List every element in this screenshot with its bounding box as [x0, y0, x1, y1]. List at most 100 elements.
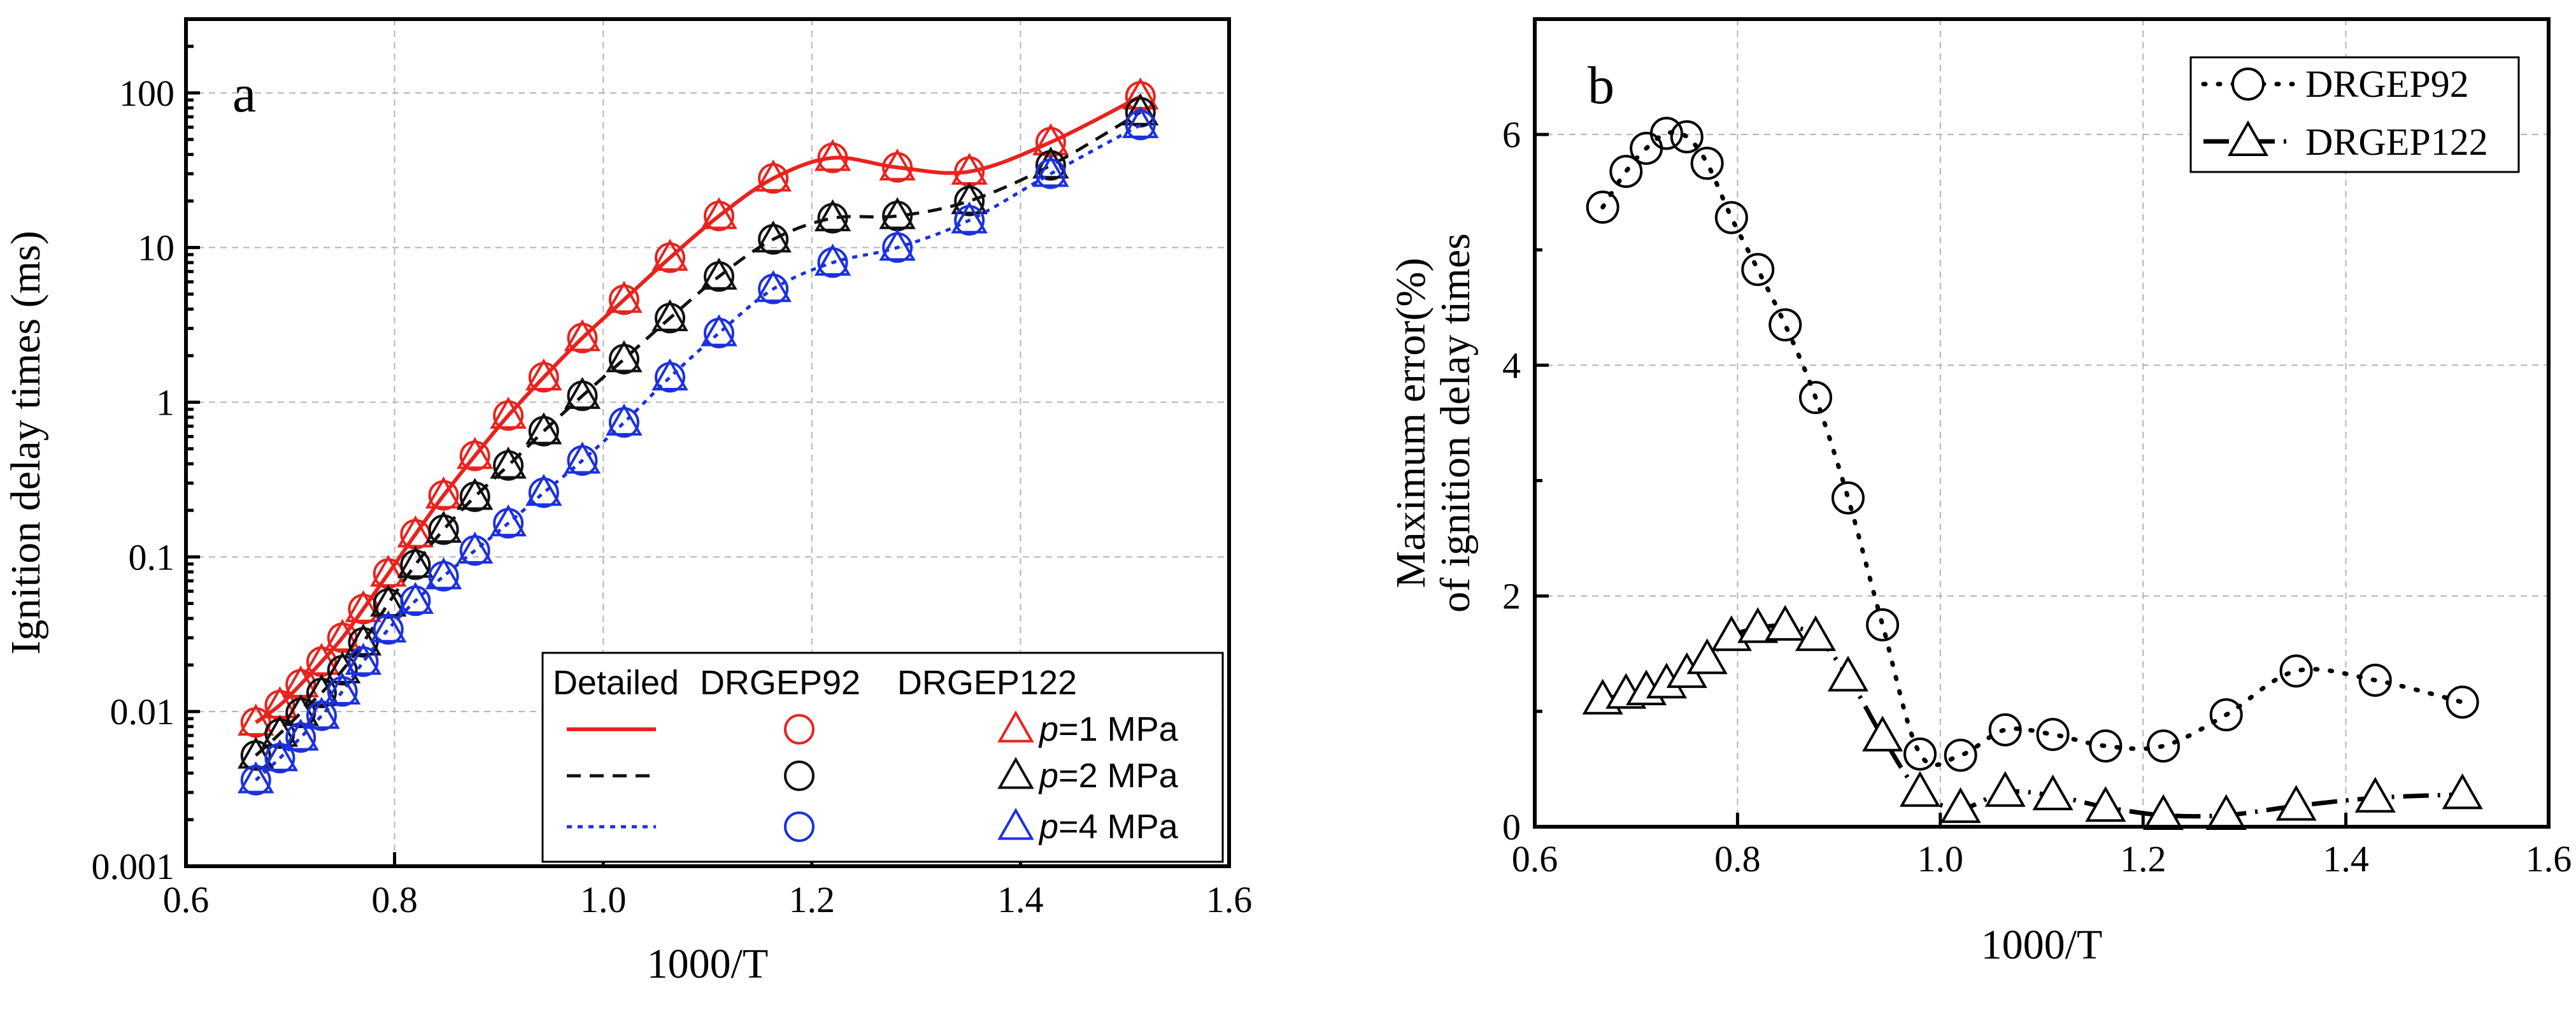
b-drgep92-marker [2279, 654, 2313, 688]
a-drgep122-marker [345, 590, 382, 622]
a-x-tick-label: 1.6 [1206, 879, 1253, 920]
a-legend-p-symbol: p [1038, 710, 1058, 748]
b-drgep122-marker [1940, 787, 1981, 824]
a-legend-col-header: DRGEP122 [897, 664, 1077, 702]
b-drgep92-marker [1586, 190, 1619, 224]
a-drgep122-marker [701, 314, 737, 346]
a-detailed-line-2 [255, 111, 1142, 757]
a-drgep122-marker [814, 243, 851, 276]
a-drgep122-marker [951, 201, 988, 234]
a-legend-circle-sample [784, 811, 815, 842]
b-legend: DRGEP92 DRGEP122 [2189, 56, 2520, 173]
a-x-tick-label: 0.6 [163, 879, 210, 920]
b-x-tick-label: 0.8 [1714, 838, 1761, 880]
b-drgep92-marker [2445, 685, 2479, 719]
b-plot-frame [1533, 17, 2551, 829]
a-drgep122-marker [814, 139, 851, 171]
a-drgep122-marker [606, 340, 643, 373]
a-drgep122-marker [525, 473, 562, 506]
a-legend-col-header: DRGEP92 [700, 664, 860, 702]
a-drgep122-marker [324, 672, 361, 705]
a-drgep122-marker [525, 412, 562, 445]
b-x-tick-label: 0.6 [1512, 838, 1558, 880]
a-drgep122-marker [456, 531, 494, 564]
a-legend-triangle-sample [997, 808, 1034, 840]
a-legend-pressure-label: p=2 MPa [1038, 757, 1179, 795]
b-drgep122-marker [2085, 786, 2126, 822]
b-y-axis-label-line1: Maximum error(%) [1388, 258, 1434, 589]
a-y-axis-label: Ignition delay times (ms) [3, 231, 49, 654]
b-drgep122-marker [1899, 771, 1941, 807]
b-x-tick-label: 1.6 [2526, 838, 2572, 880]
b-drgep122-marker [1737, 607, 1779, 643]
b-drgep92-marker [1768, 308, 1802, 342]
a-drgep122-marker [425, 557, 462, 590]
b-y-tick-label: 2 [1502, 576, 1521, 617]
a-drgep122-marker [490, 446, 527, 479]
b-drgep122-marker [2032, 775, 2074, 811]
b-drgep122-marker [2354, 776, 2396, 813]
b-legend-label: DRGEP122 [2305, 121, 2488, 163]
b-drgep92-marker [2036, 718, 2070, 752]
a-drgep122-marker [345, 643, 382, 675]
panel-a-chart: 0.6 0.8 1.0 1.2 1.4 1.6 0.001 0.01 0.1 1 10 100 1000… [3, 17, 1253, 987]
a-panel-letter: a [232, 64, 256, 124]
a-legend-pressure-value: =4 MPa [1058, 808, 1179, 846]
b-drgep92-marker [1609, 155, 1643, 189]
a-legend-circle-sample [784, 760, 815, 791]
a-drgep122-marker [425, 476, 462, 509]
a-drgep122-marker [879, 197, 916, 229]
b-drgep122-marker [2442, 773, 2483, 810]
a-drgep122-marker [456, 478, 494, 510]
b-legend-circle-sample [2231, 68, 2265, 101]
b-drgep122-marker [1984, 771, 2026, 807]
a-drgep122-marker [370, 610, 407, 643]
a-drgep122-marker [456, 437, 494, 469]
a-drgep122-marker [261, 739, 299, 771]
a-x-tick-label: 0.8 [371, 879, 418, 920]
a-drgep122-marker [701, 257, 737, 290]
b-drgep92-marker [1714, 201, 1748, 234]
a-drgep122-marker [651, 238, 688, 271]
a-drgep122-marker [564, 376, 601, 410]
a-drgep122-marker [525, 358, 562, 390]
b-x-tick-label: 1.0 [1918, 838, 1964, 880]
b-legend-label: DRGEP92 [2305, 63, 2469, 105]
b-drgep92-marker [1866, 608, 1900, 641]
a-drgep122-marker [490, 396, 527, 429]
b-drgep92-marker [1670, 120, 1704, 154]
b-drgep92-marker [2089, 729, 2123, 763]
b-drgep92-marker [1690, 146, 1724, 180]
b-drgep92-marker [1798, 381, 1832, 415]
a-drgep122-marker [282, 718, 319, 751]
b-drgep92-marker [1903, 737, 1937, 771]
b-y-tick-label: 0 [1502, 806, 1521, 848]
a-x-tick-label: 1.4 [997, 879, 1044, 920]
a-y-tick-label: 1 [156, 382, 174, 424]
b-drgep122-marker [1862, 715, 1904, 752]
a-drgep122-marker [606, 403, 643, 436]
b-drgep122-marker [1795, 615, 1837, 652]
a-legend-triangle-sample [997, 757, 1034, 789]
a-drgep122-marker [425, 510, 462, 543]
b-drgep92-marker [1649, 117, 1683, 150]
b-x-tick-label: 1.4 [2323, 838, 2369, 880]
a-drgep122-marker [755, 159, 792, 192]
b-drgep92-marker [2358, 663, 2392, 697]
a-drgep122-marker [1122, 106, 1159, 138]
a-y-tick-label: 0.1 [129, 536, 175, 578]
a-drgep122-marker [564, 319, 601, 352]
a-drgep122-marker [1032, 123, 1069, 155]
a-drgep122-marker [651, 358, 688, 390]
a-drgep122-marker [303, 643, 340, 675]
b-drgep92-marker [1988, 713, 2022, 746]
a-drgep122-marker [755, 220, 792, 253]
b-drgep92-marker [2147, 729, 2181, 763]
a-drgep122-marker [238, 703, 274, 736]
a-drgep122-marker [1032, 155, 1069, 187]
a-x-tick-label: 1.2 [789, 879, 836, 920]
a-drgep122-marker [303, 696, 340, 729]
a-drgep122-marker [814, 199, 851, 232]
b-drgep122-marker [1765, 604, 1806, 641]
